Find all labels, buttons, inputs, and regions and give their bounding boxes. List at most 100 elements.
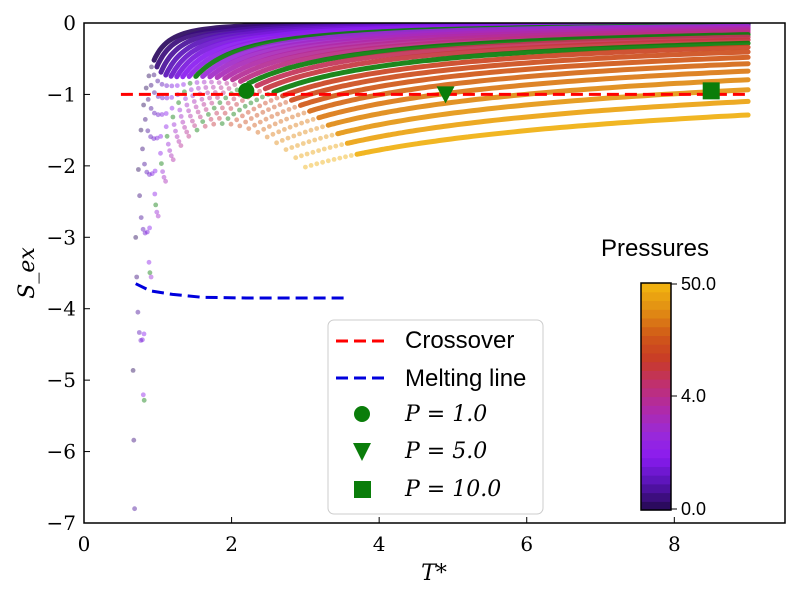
metastable-point <box>264 134 270 140</box>
colorbar-label-top: 50.0 <box>681 274 716 294</box>
y-tick-label: −1 <box>47 82 76 106</box>
metastable-point <box>284 116 289 122</box>
metastable-point <box>177 107 183 113</box>
metastable-point <box>194 80 200 85</box>
metastable-point <box>176 100 182 106</box>
metastable-point <box>321 146 327 152</box>
colorbar-band <box>641 335 671 345</box>
metastable-point <box>279 138 285 143</box>
colorbar-label-bottom: 0.0 <box>681 499 706 519</box>
metastable-point <box>254 97 260 103</box>
metastable-point <box>257 88 262 94</box>
metastable-point <box>234 102 240 107</box>
metastable-point <box>318 135 323 141</box>
metastable-point <box>232 82 238 88</box>
metastable-point <box>290 114 295 120</box>
metastable-point <box>148 82 154 88</box>
metastable-point <box>278 119 284 124</box>
metastable-point <box>149 171 155 177</box>
metastable-point <box>153 202 159 208</box>
metastable-point <box>252 122 257 128</box>
metastable-point <box>133 235 139 240</box>
metastable-point <box>146 73 152 79</box>
metastable-point <box>149 64 154 70</box>
metastable-point <box>160 169 166 175</box>
legend-triangle-marker-icon <box>353 443 371 461</box>
metastable-point <box>299 153 304 159</box>
metastable-point <box>286 107 292 112</box>
colorbar-title: Pressures <box>601 235 709 262</box>
metastable-point <box>136 330 142 335</box>
metastable-point <box>343 154 348 160</box>
metastable-point <box>293 155 299 161</box>
metastable-point <box>254 112 260 118</box>
metastable-point <box>280 109 286 114</box>
metastable-point <box>224 81 230 86</box>
legend-p10-label: P = 10.0 <box>404 477 501 502</box>
metastable-point <box>283 147 289 153</box>
metastable-point <box>194 127 200 133</box>
metastable-point <box>325 158 331 164</box>
metastable-point <box>261 126 267 132</box>
metastable-point <box>257 119 263 125</box>
isobar-curve <box>325 77 751 128</box>
metastable-point <box>203 85 209 90</box>
y-axis-label: S_ex <box>15 247 40 299</box>
colorbar-band <box>641 370 671 380</box>
metastable-point <box>201 79 207 85</box>
metastable-point <box>217 100 223 106</box>
metastable-point <box>146 259 152 265</box>
metastable-point <box>293 122 299 128</box>
metastable-point <box>217 116 222 121</box>
colorbar-band <box>641 300 671 310</box>
metastable-point <box>260 94 265 100</box>
metastable-point <box>314 126 320 131</box>
metastable-point <box>152 90 157 95</box>
metastable-point <box>147 172 152 177</box>
metastable-point <box>300 141 306 146</box>
metastable-point <box>186 133 192 139</box>
metastable-point <box>154 209 160 215</box>
isobar-curve <box>298 54 751 108</box>
metastable-point <box>222 110 228 116</box>
colorbar-band <box>641 466 671 476</box>
metastable-point <box>202 123 208 129</box>
metastable-point <box>270 131 276 137</box>
metastable-point <box>231 111 237 117</box>
isobar-curve <box>354 112 751 157</box>
metastable-point <box>329 132 335 138</box>
legend-crossover-label: Crossover <box>405 327 514 354</box>
colorbar-band <box>641 387 671 398</box>
metastable-point <box>148 134 154 140</box>
metastable-point <box>152 168 158 174</box>
metastable-point <box>225 100 231 106</box>
metastable-point <box>163 111 169 116</box>
metastable-point <box>158 150 163 156</box>
metastable-point <box>145 128 151 134</box>
metastable-point <box>291 133 297 139</box>
metastable-point <box>193 104 199 110</box>
metastable-point <box>220 105 225 111</box>
metastable-point <box>260 109 266 115</box>
metastable-point <box>155 213 161 219</box>
marker-p10-square <box>702 82 720 100</box>
colorbar-band <box>641 283 671 293</box>
x-tick-label: 8 <box>668 532 681 556</box>
metastable-point <box>209 100 215 106</box>
colorbar-band <box>641 291 671 302</box>
x-tick-label: 6 <box>520 532 533 556</box>
metastable-point <box>188 87 194 93</box>
metastable-point <box>145 97 151 102</box>
metastable-point <box>169 95 175 100</box>
metastable-point <box>147 270 153 276</box>
metastable-point <box>174 83 180 88</box>
metastable-point <box>165 141 171 147</box>
colorbar-band <box>641 475 671 485</box>
metastable-point <box>155 112 161 118</box>
metastable-point <box>132 506 138 512</box>
colorbar-label-mid: 4.0 <box>681 386 706 406</box>
metastable-point <box>245 109 251 115</box>
metastable-point <box>130 368 136 373</box>
metastable-point <box>155 78 161 84</box>
metastable-point <box>197 114 203 120</box>
